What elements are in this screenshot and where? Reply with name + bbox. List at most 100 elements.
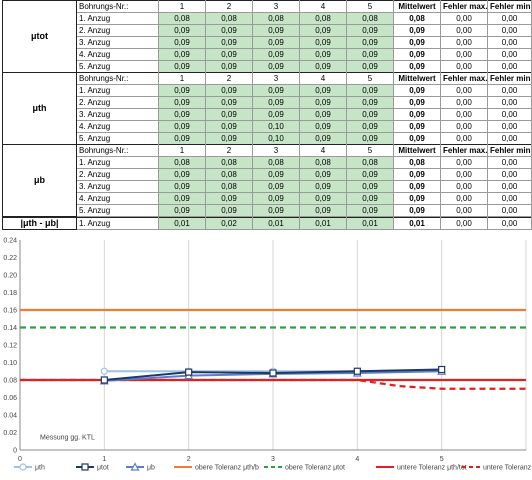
error-min-cell: 0,00 — [487, 60, 532, 73]
value-cell: 0,01 — [158, 217, 206, 230]
value-cell: 0,09 — [346, 96, 394, 109]
error-max-cell: 0,00 — [440, 168, 488, 181]
legend-label: μth — [35, 465, 45, 472]
table-row: 3. Anzug 0,09 0,08 0,09 0,09 0,09 0,09 0,00 0,00 — [3, 180, 532, 193]
error-max-cell: 0,00 — [440, 180, 488, 193]
row-label: 4. Anzug — [76, 48, 159, 61]
value-cell: 0,09 — [346, 180, 394, 193]
bore-number: 2 — [205, 72, 253, 85]
row-label: 2. Anzug — [76, 24, 159, 37]
value-cell: 0,09 — [205, 96, 253, 109]
value-cell: 0,09 — [158, 204, 206, 217]
mean-cell: 0,09 — [393, 120, 441, 133]
data-point — [19, 463, 27, 471]
legend-label: μtot — [97, 465, 109, 472]
coefficient-symbol: μth — [2, 72, 77, 145]
row-label: 3. Anzug — [76, 180, 159, 193]
bore-number: 4 — [299, 72, 347, 85]
x-tick-label: 1 — [102, 456, 106, 463]
value-cell: 0,02 — [205, 217, 253, 230]
value-cell: 0,10 — [252, 132, 300, 145]
table-row: 4. Anzug 0,09 0,09 0,10 0,09 0,09 0,09 0,00 0,00 — [3, 120, 532, 133]
error-max-header: Fehler max. — [440, 72, 488, 85]
legend-label: obere Toleranz μtot — [285, 465, 345, 472]
data-point — [81, 463, 89, 471]
row-label: 4. Anzug — [76, 192, 159, 205]
value-cell: 0,09 — [158, 108, 206, 121]
bore-number: 1 — [158, 0, 206, 13]
table-row: 2. Anzug 0,09 0,09 0,09 0,09 0,09 0,09 0,00 0,00 — [3, 96, 532, 109]
table-row: 3. Anzug 0,09 0,09 0,09 0,09 0,09 0,09 0,00 0,00 — [3, 108, 532, 121]
value-cell: 0,09 — [205, 192, 253, 205]
mean-cell: 0,09 — [393, 48, 441, 61]
data-point — [438, 365, 446, 374]
error-min-cell: 0,00 — [487, 132, 532, 145]
mean-cell: 0,09 — [393, 36, 441, 49]
y-tick-label: 0.20 — [3, 273, 17, 280]
coefficient-table: μth Bohrungs-Nr.: 1 2 3 4 5 Mittelwert Fehler ma… — [2, 72, 532, 145]
mean-cell: 0,09 — [393, 60, 441, 73]
y-tick-label: 0.22 — [3, 255, 17, 262]
data-point — [185, 368, 193, 376]
error-min-header: Fehler min. — [487, 0, 532, 13]
y-tick-label: 0.12 — [3, 343, 17, 350]
table-row: 4. Anzug 0,09 0,09 0,09 0,09 0,09 0,09 0,00 0,00 — [3, 192, 532, 205]
chart-annotation: Messung gg. KTL — [40, 435, 95, 442]
value-cell: 0,08 — [158, 12, 206, 25]
value-cell: 0,09 — [158, 96, 206, 109]
value-cell: 0,09 — [299, 24, 347, 37]
value-cell: 0,09 — [346, 36, 394, 49]
value-cell: 0,09 — [346, 48, 394, 61]
error-min-header: Fehler min. — [487, 144, 532, 157]
x-tick-label: 4 — [355, 456, 359, 463]
error-min-cell: 0,00 — [487, 12, 532, 25]
legend-label: untere Toleranz μth/tot — [397, 465, 467, 472]
value-cell: 0,09 — [299, 108, 347, 121]
table-row: 5. Anzug 0,09 0,09 0,09 0,09 0,09 0,09 0,00 0,00 — [3, 60, 532, 73]
mean-cell: 0,09 — [393, 180, 441, 193]
value-cell: 0,09 — [346, 132, 394, 145]
mean-cell: 0,08 — [393, 12, 441, 25]
error-min-cell: 0,00 — [487, 36, 532, 49]
row-label: 3. Anzug — [76, 36, 159, 49]
value-cell: 0,08 — [252, 156, 300, 169]
value-cell: 0,09 — [252, 108, 300, 121]
value-cell: 0,09 — [158, 120, 206, 133]
x-tick-label: 3 — [271, 456, 275, 463]
value-cell: 0,08 — [205, 156, 253, 169]
bore-number: 1 — [158, 72, 206, 85]
table-row: 5. Anzug 0,09 0,09 0,09 0,09 0,09 0,09 0,00 0,00 — [3, 204, 532, 217]
value-cell: 0,09 — [205, 48, 253, 61]
legend-label: obere Toleranz μth/b — [195, 465, 259, 472]
error-max-cell: 0,00 — [440, 96, 488, 109]
bore-number: 3 — [252, 72, 300, 85]
value-cell: 0,09 — [346, 84, 394, 97]
row-label: 1. Anzug — [76, 217, 159, 230]
table-row: 1. Anzug 0,08 0,08 0,08 0,08 0,08 0,08 0,00 0,00 — [3, 156, 532, 169]
value-cell: 0,09 — [299, 48, 347, 61]
value-cell: 0,09 — [252, 168, 300, 181]
friction-chart: 0 0.02 0.04 0.06 0.08 0.10 0.12 0.14 0.16 0.18 0.2… — [3, 238, 532, 472]
coefficient-table: μtot Bohrungs-Nr.: 1 2 3 4 5 Mittelwert Fehler m… — [2, 0, 532, 73]
data-sheet: μtot Bohrungs-Nr.: 1 2 3 4 5 Mittelwert Fehler m… — [0, 0, 532, 236]
value-cell: 0,01 — [252, 217, 300, 230]
table-row: 1. Anzug 0,09 0,09 0,09 0,09 0,09 0,09 0,00 0,00 — [3, 84, 532, 97]
value-cell: 0,09 — [205, 108, 253, 121]
bore-number-label: Bohrungs-Nr.: — [76, 72, 159, 85]
value-cell: 0,01 — [346, 217, 394, 230]
error-min-header: Fehler min. — [487, 72, 532, 85]
value-cell: 0,09 — [252, 24, 300, 37]
error-min-cell: 0,00 — [487, 168, 532, 181]
bore-number: 3 — [252, 0, 300, 13]
error-min-cell: 0,00 — [487, 108, 532, 121]
coefficient-symbol: μb — [2, 144, 77, 217]
table-row: 1. Anzug 0,08 0,08 0,08 0,08 0,08 0,08 0,00 0,00 — [3, 12, 532, 25]
value-cell: 0,09 — [205, 132, 253, 145]
value-cell: 0,09 — [252, 180, 300, 193]
value-cell: 0,09 — [299, 84, 347, 97]
data-point — [100, 376, 108, 384]
value-cell: 0,09 — [252, 192, 300, 205]
value-cell: 0,10 — [252, 120, 300, 133]
bore-number: 1 — [158, 144, 206, 157]
bore-number: 4 — [299, 144, 347, 157]
